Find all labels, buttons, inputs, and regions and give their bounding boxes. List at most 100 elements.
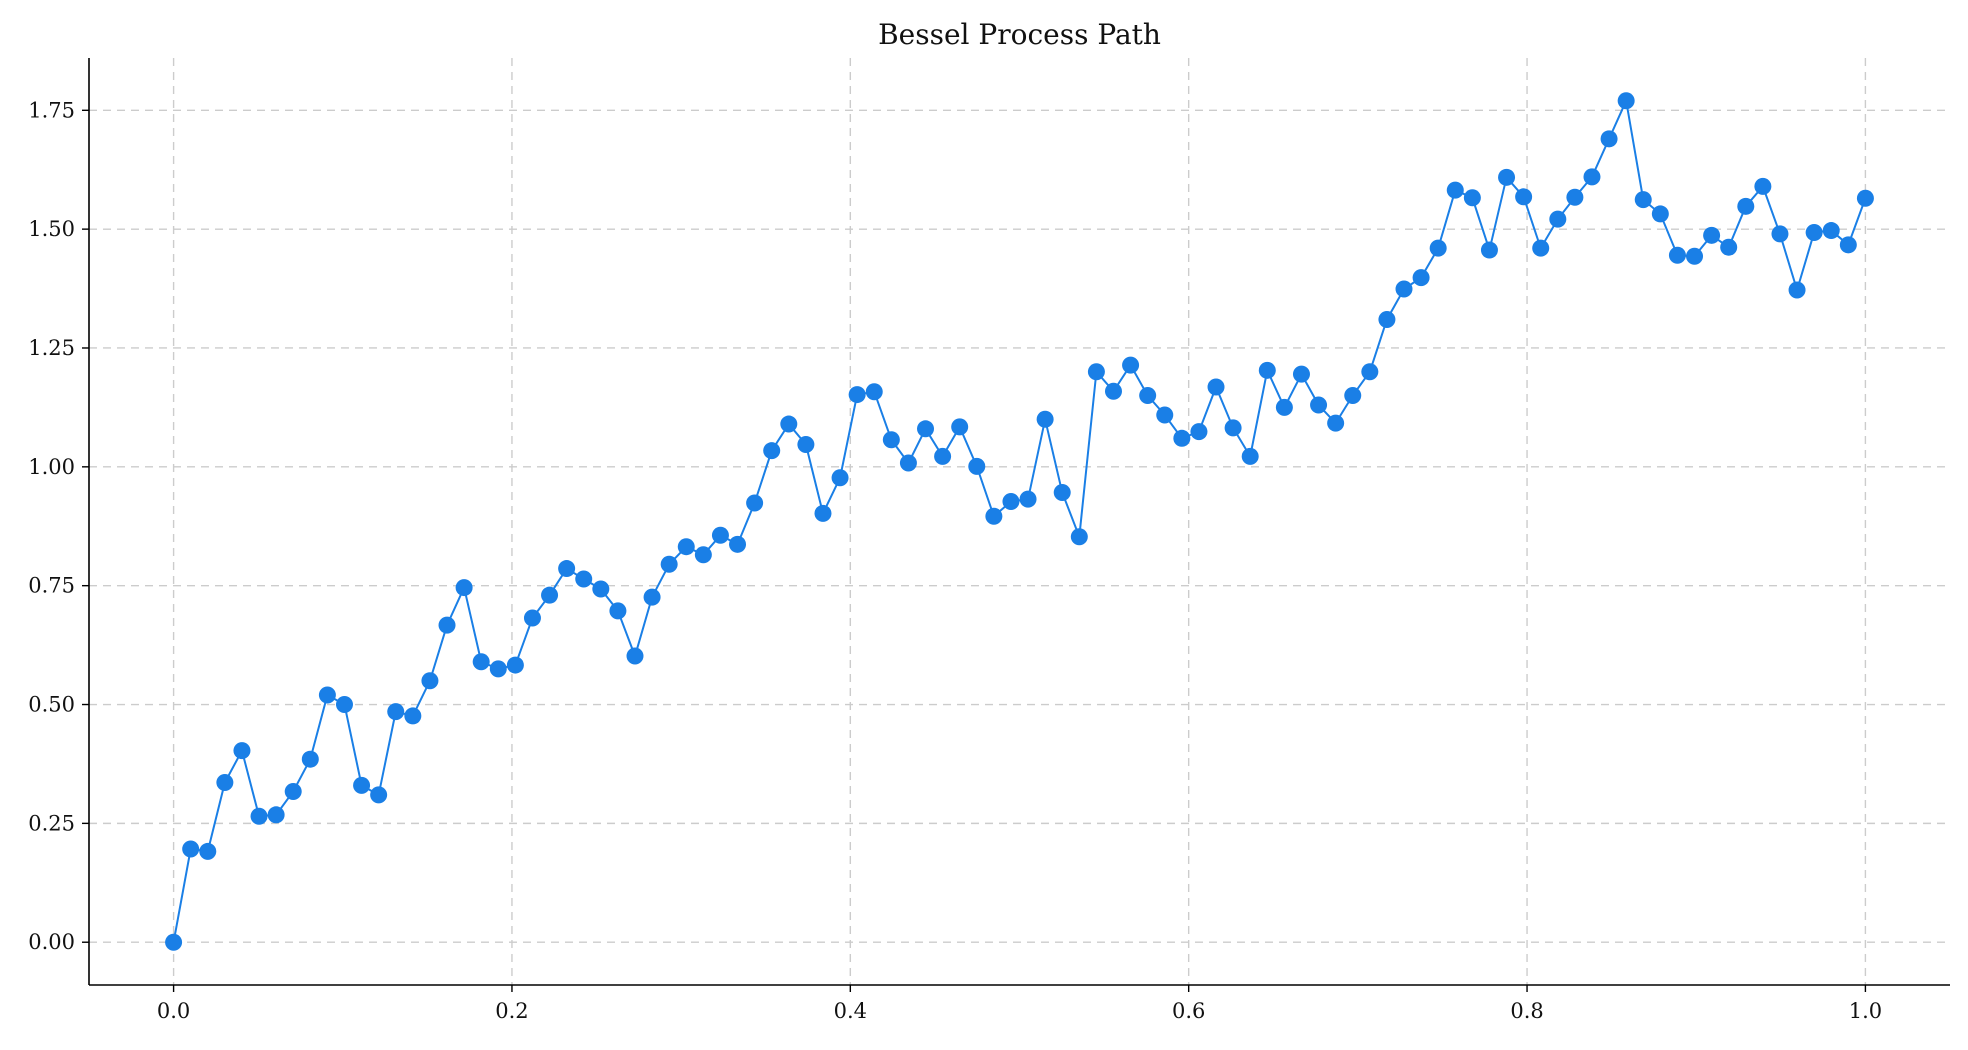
data-point bbox=[1053, 484, 1071, 501]
data-point bbox=[1395, 280, 1413, 298]
data-point bbox=[1207, 378, 1225, 396]
data-point bbox=[541, 586, 559, 604]
data-point bbox=[1634, 191, 1652, 209]
data-point bbox=[934, 447, 952, 465]
data-point bbox=[1378, 310, 1396, 328]
data-point bbox=[353, 776, 371, 794]
x-tick-label: 0.0 bbox=[157, 999, 190, 1023]
y-tick-label: 1.75 bbox=[28, 98, 75, 122]
data-point bbox=[1361, 363, 1379, 381]
data-point bbox=[951, 418, 969, 436]
data-point bbox=[643, 588, 661, 606]
series-line bbox=[172, 97, 1867, 943]
data-point bbox=[284, 783, 302, 801]
data-point bbox=[1446, 181, 1464, 199]
data-point bbox=[865, 383, 883, 401]
data-point bbox=[1002, 493, 1020, 511]
data-point bbox=[626, 647, 644, 665]
data-point bbox=[1566, 188, 1584, 206]
x-tick-label: 0.6 bbox=[1172, 999, 1205, 1023]
data-point bbox=[677, 538, 695, 556]
data-point bbox=[1139, 387, 1157, 405]
data-point bbox=[233, 742, 251, 760]
data-point bbox=[216, 773, 234, 791]
data-point bbox=[199, 842, 217, 860]
data-point bbox=[1703, 226, 1721, 244]
data-point bbox=[1839, 236, 1857, 254]
data-point bbox=[711, 526, 729, 544]
data-point bbox=[797, 435, 815, 453]
data-point bbox=[1104, 382, 1122, 400]
x-tick-label: 1.0 bbox=[1849, 999, 1882, 1023]
data-point bbox=[1668, 246, 1686, 264]
data-point bbox=[1344, 387, 1362, 405]
data-point bbox=[660, 555, 678, 573]
data-point bbox=[609, 602, 627, 620]
x-tick-label: 0.4 bbox=[834, 999, 867, 1023]
data-point bbox=[1532, 239, 1550, 257]
data-point bbox=[1087, 363, 1105, 381]
data-point bbox=[1429, 239, 1447, 257]
data-point bbox=[1412, 269, 1430, 287]
x-tick-label: 0.2 bbox=[495, 999, 528, 1023]
data-point bbox=[917, 420, 935, 438]
data-point bbox=[899, 454, 917, 472]
data-point bbox=[848, 386, 866, 404]
data-point bbox=[1122, 356, 1140, 374]
data-point bbox=[729, 535, 747, 553]
data-point bbox=[592, 580, 610, 598]
data-point bbox=[1515, 188, 1533, 206]
data-point bbox=[1310, 396, 1328, 414]
data-point bbox=[370, 786, 388, 804]
data-point bbox=[1617, 92, 1635, 110]
data-point bbox=[1292, 365, 1310, 383]
data-point bbox=[746, 494, 764, 512]
data-point bbox=[489, 660, 507, 678]
data-point bbox=[1686, 247, 1704, 265]
data-point bbox=[301, 750, 319, 768]
data-point bbox=[1788, 281, 1806, 299]
data-point bbox=[1173, 429, 1191, 447]
data-point bbox=[1754, 177, 1772, 195]
data-point bbox=[1258, 361, 1276, 379]
data-point bbox=[1856, 189, 1874, 207]
data-point bbox=[694, 546, 712, 564]
data-point bbox=[182, 840, 200, 858]
y-tick-label: 1.25 bbox=[28, 336, 75, 360]
y-tick-labels: 0.00 0.25 0.50 0.75 1.00 1.25 1.50 1.75 bbox=[28, 98, 89, 954]
data-point bbox=[472, 653, 490, 671]
data-point bbox=[1805, 223, 1823, 241]
data-point bbox=[1737, 197, 1755, 215]
data-point bbox=[763, 442, 781, 460]
y-tick-label: 1.50 bbox=[28, 217, 75, 241]
data-point bbox=[438, 616, 456, 634]
data-point bbox=[985, 507, 1003, 525]
data-point bbox=[1224, 419, 1242, 437]
data-point bbox=[1600, 130, 1618, 148]
data-point bbox=[1070, 528, 1088, 546]
data-point bbox=[455, 579, 473, 597]
data-point bbox=[814, 504, 832, 522]
data-point bbox=[1583, 168, 1601, 186]
data-point bbox=[1651, 205, 1669, 223]
data-point bbox=[387, 703, 405, 721]
data-point bbox=[165, 933, 183, 951]
data-point bbox=[523, 609, 541, 627]
data-point bbox=[1241, 447, 1259, 465]
data-point bbox=[1498, 168, 1516, 186]
data-point bbox=[267, 806, 285, 824]
data-point bbox=[250, 807, 268, 825]
data-point bbox=[831, 469, 849, 487]
data-point bbox=[404, 707, 422, 725]
y-tick-label: 0.00 bbox=[28, 930, 75, 954]
data-point bbox=[882, 431, 900, 449]
y-tick-label: 0.25 bbox=[28, 811, 75, 835]
data-point bbox=[1720, 238, 1738, 256]
data-point bbox=[1463, 189, 1481, 207]
chart-title: Bessel Process Path bbox=[878, 18, 1161, 51]
x-tick-label: 0.8 bbox=[1510, 999, 1543, 1023]
data-point bbox=[1156, 406, 1174, 424]
data-point bbox=[1771, 225, 1789, 243]
data-point bbox=[575, 570, 593, 588]
